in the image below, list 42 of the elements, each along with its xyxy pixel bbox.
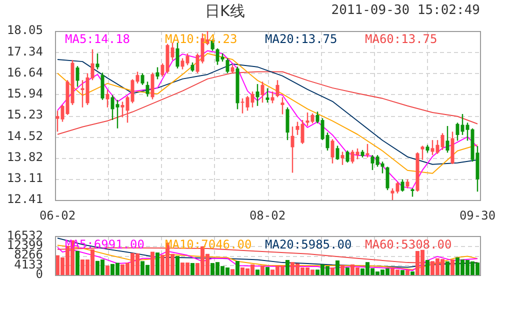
bar xyxy=(410,271,414,275)
bar xyxy=(346,267,350,275)
y-tick-label: 14.52 xyxy=(6,128,43,143)
text: MA60:13.75 xyxy=(365,32,438,46)
y-tick-label: 13.11 xyxy=(6,171,43,186)
bar xyxy=(106,266,110,275)
y-tick-label: 18.05 xyxy=(6,23,43,38)
y-tick-label: 15.23 xyxy=(6,108,43,122)
chart-title: 日K线 xyxy=(205,2,245,21)
x-tick-label: 09-30 xyxy=(459,208,496,222)
y-tick-label: 16.64 xyxy=(6,65,43,80)
x-tick-label: 06-02 xyxy=(39,208,76,222)
series-label: MA20:13.75 xyxy=(265,32,338,46)
bar xyxy=(286,260,290,275)
bar xyxy=(450,260,454,275)
bar xyxy=(400,270,404,275)
bar xyxy=(266,267,270,275)
bar xyxy=(426,260,430,275)
bar xyxy=(256,270,260,275)
y-tick-label: 17.34 xyxy=(6,44,43,58)
bar xyxy=(176,256,180,275)
bar xyxy=(190,263,194,275)
bar xyxy=(446,261,450,275)
y-tick-label: 12.41 xyxy=(6,192,43,206)
bar xyxy=(156,252,160,275)
bar xyxy=(336,260,340,275)
y-tick-label: 15.94 xyxy=(6,86,43,100)
series-label: MA20:5985.00 xyxy=(265,237,352,252)
text: 2011-09-30 15:02:49 xyxy=(331,3,480,18)
text: MA5:14.18 xyxy=(65,32,130,46)
bar xyxy=(406,270,410,275)
bar xyxy=(330,267,334,275)
bar xyxy=(260,266,264,275)
bar xyxy=(236,260,240,275)
bar xyxy=(230,269,234,275)
bar xyxy=(150,252,154,275)
bar xyxy=(340,264,344,275)
series-label: MA60:5308.00 xyxy=(365,237,452,252)
series-label: MA10:7046.00 xyxy=(165,237,252,252)
bar xyxy=(76,250,80,275)
x-tick-label: 08-02 xyxy=(249,208,286,222)
y-tick-label: 13.82 xyxy=(6,150,43,164)
